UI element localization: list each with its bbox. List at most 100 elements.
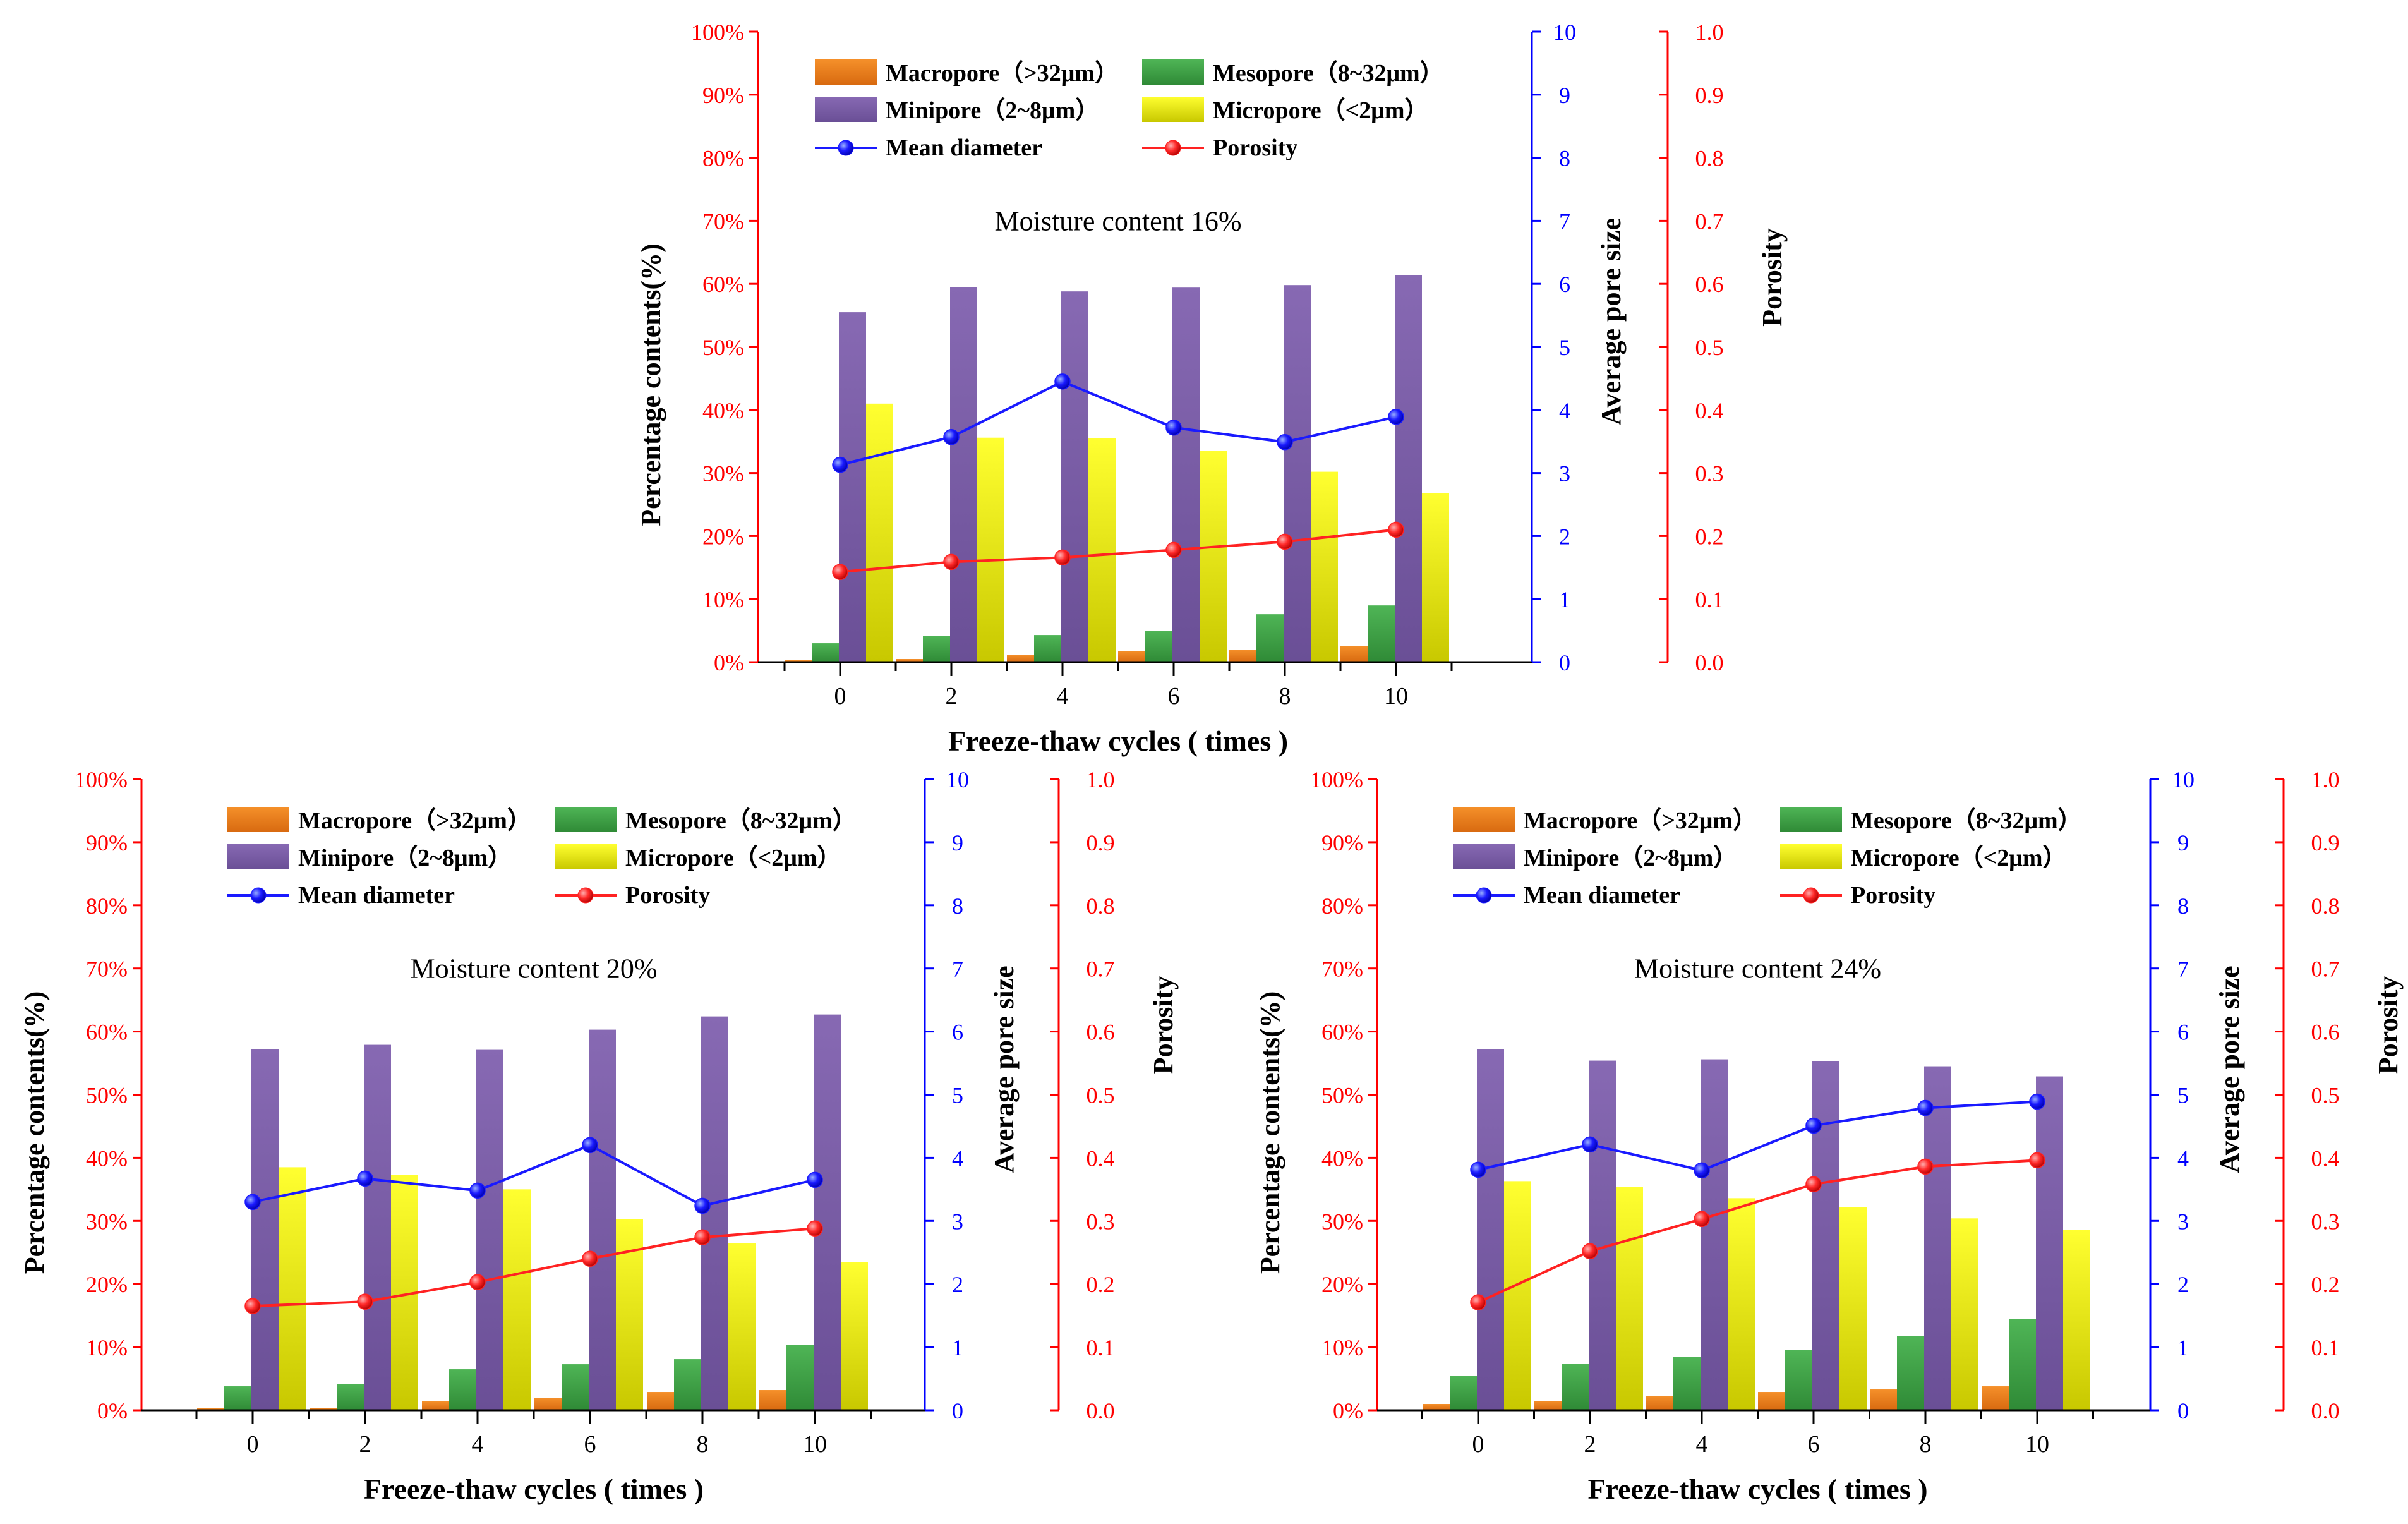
x-tick-label: 8: [1279, 683, 1291, 710]
bar-micropore-2: [977, 437, 1004, 662]
bar-micropore-8: [728, 1243, 756, 1410]
mid-tick-label: 5: [2177, 1083, 2189, 1108]
mid-tick-label: 6: [2177, 1020, 2189, 1045]
bar-mesopore-0: [224, 1386, 251, 1410]
left-tick-label: 20%: [702, 524, 744, 549]
right-tick-label: 0.9: [2311, 830, 2340, 856]
bar-minipore-6: [1172, 287, 1200, 662]
right-tick-label: 0.3: [1087, 1209, 1115, 1234]
bar-mesopore-8: [1897, 1336, 1924, 1410]
bar-minipore-8: [1284, 285, 1311, 662]
left-tick-label: 100%: [691, 20, 744, 45]
mid-tick-label: 6: [952, 1020, 963, 1045]
left-tick-label: 10%: [1321, 1335, 1363, 1360]
right-tick-label: 0.5: [1695, 335, 1724, 360]
bar-minipore-10: [1395, 275, 1422, 662]
bar-macropore-8: [1229, 650, 1256, 662]
mean-diameter-line: [840, 380, 1397, 466]
mid-tick-label: 8: [952, 893, 963, 919]
bar-macropore-4: [1646, 1396, 1673, 1410]
bar-macropore-4: [422, 1401, 449, 1410]
mid-tick-label: 5: [1559, 335, 1570, 360]
mean-diameter-point-10: [807, 1171, 823, 1188]
bar-micropore-10: [1422, 493, 1449, 662]
left-tick-label: 30%: [1321, 1209, 1363, 1234]
chart-title: Moisture content 20%: [410, 953, 657, 984]
left-tick-label: 80%: [702, 146, 744, 171]
right-tick-label: 0.0: [1087, 1398, 1115, 1424]
x-tick-label: 6: [1808, 1431, 1820, 1458]
mean-diameter-point-4: [1694, 1162, 1710, 1179]
bar-mesopore-0: [812, 643, 839, 662]
legend-marker-mean-diameter: [838, 140, 854, 156]
bar-micropore-2: [1616, 1187, 1643, 1410]
left-tick-label: 90%: [702, 83, 744, 108]
bar-mesopore-6: [1785, 1350, 1812, 1410]
legend-label-mean-diameter: Mean diameter: [1524, 882, 1680, 909]
left-tick-label: 70%: [1321, 957, 1363, 982]
bar-micropore-6: [1200, 451, 1227, 662]
porosity-point-8: [1277, 533, 1293, 550]
legend-label-micropore: Micropore（<2μm）: [1851, 845, 2067, 871]
legend-label-mesopore: Mesopore（8~32μm）: [625, 807, 857, 834]
bar-micropore-10: [2063, 1230, 2090, 1410]
mean-diameter-point-0: [832, 456, 848, 473]
porosity-point-2: [1582, 1243, 1598, 1260]
chart-title: Moisture content 24%: [1634, 953, 1881, 984]
bar-macropore-10: [1340, 646, 1368, 662]
mean-diameter-point-2: [1582, 1136, 1598, 1153]
bar-minipore-4: [1061, 291, 1088, 662]
porosity-point-4: [1694, 1211, 1710, 1228]
bar-macropore-4: [1007, 655, 1034, 662]
bar-mesopore-8: [674, 1359, 701, 1410]
mean-diameter-point-8: [694, 1197, 711, 1214]
x-tick-label: 10: [1384, 683, 1408, 710]
bar-mesopore-2: [337, 1384, 364, 1410]
legend-swatch-micropore: [1780, 844, 1842, 869]
porosity-point-6: [1165, 541, 1182, 559]
mid-tick-label: 10: [1553, 20, 1576, 45]
mid-tick-label: 1: [952, 1335, 963, 1360]
right-tick-label: 0.2: [1087, 1272, 1115, 1297]
x-tick-label: 2: [946, 683, 958, 710]
left-tick-label: 10%: [702, 587, 744, 612]
left-tick-label: 60%: [86, 1020, 128, 1045]
right-tick-label: 1.0: [1087, 767, 1115, 792]
mean-diameter-point-0: [244, 1194, 261, 1211]
x-tick-label: 0: [247, 1431, 259, 1458]
mid-tick-label: 1: [1559, 587, 1570, 612]
bar-mesopore-8: [1256, 614, 1284, 662]
right-tick-label: 0.2: [1695, 524, 1724, 549]
mid-tick-label: 0: [2177, 1398, 2189, 1424]
mid-tick-label: 6: [1559, 272, 1570, 297]
bar-micropore-0: [866, 403, 893, 662]
bar-macropore-0: [1423, 1404, 1450, 1410]
legend-label-mean-diameter: Mean diameter: [886, 135, 1042, 161]
porosity-line: [252, 1227, 816, 1308]
bar-micropore-4: [1728, 1198, 1755, 1410]
left-tick-label: 0%: [1333, 1398, 1363, 1424]
left-tick-label: 40%: [86, 1146, 128, 1171]
x-tick-label: 8: [697, 1431, 709, 1458]
bar-micropore-0: [279, 1167, 306, 1410]
chart-panel-3: 0% 10% 20% 30% 40% 50% 60% 70% 80% 90% 100% Percent…: [1255, 767, 2404, 1505]
left-tick-label: 30%: [702, 461, 744, 487]
bar-micropore-4: [503, 1189, 531, 1410]
bar-minipore-8: [1924, 1066, 1951, 1410]
right-tick-label: 0.4: [1087, 1146, 1115, 1171]
mid-tick-label: 9: [1559, 83, 1570, 108]
bar-micropore-4: [1088, 438, 1116, 662]
mean-diameter-point-8: [1277, 433, 1293, 451]
legend-label-macropore: Macropore（>32μm）: [1524, 807, 1757, 834]
mid-tick-label: 7: [952, 957, 963, 982]
right-tick-label: 0.1: [1087, 1335, 1115, 1360]
bar-micropore-0: [1504, 1181, 1531, 1410]
legend-label-porosity: Porosity: [1213, 135, 1297, 161]
left-tick-label: 90%: [1321, 830, 1363, 856]
left-tick-label: 0%: [714, 650, 744, 675]
mid-tick-label: 9: [2177, 830, 2189, 856]
bar-minipore-4: [476, 1049, 503, 1410]
left-tick-label: 20%: [86, 1272, 128, 1297]
legend-swatch-minipore: [227, 844, 289, 869]
